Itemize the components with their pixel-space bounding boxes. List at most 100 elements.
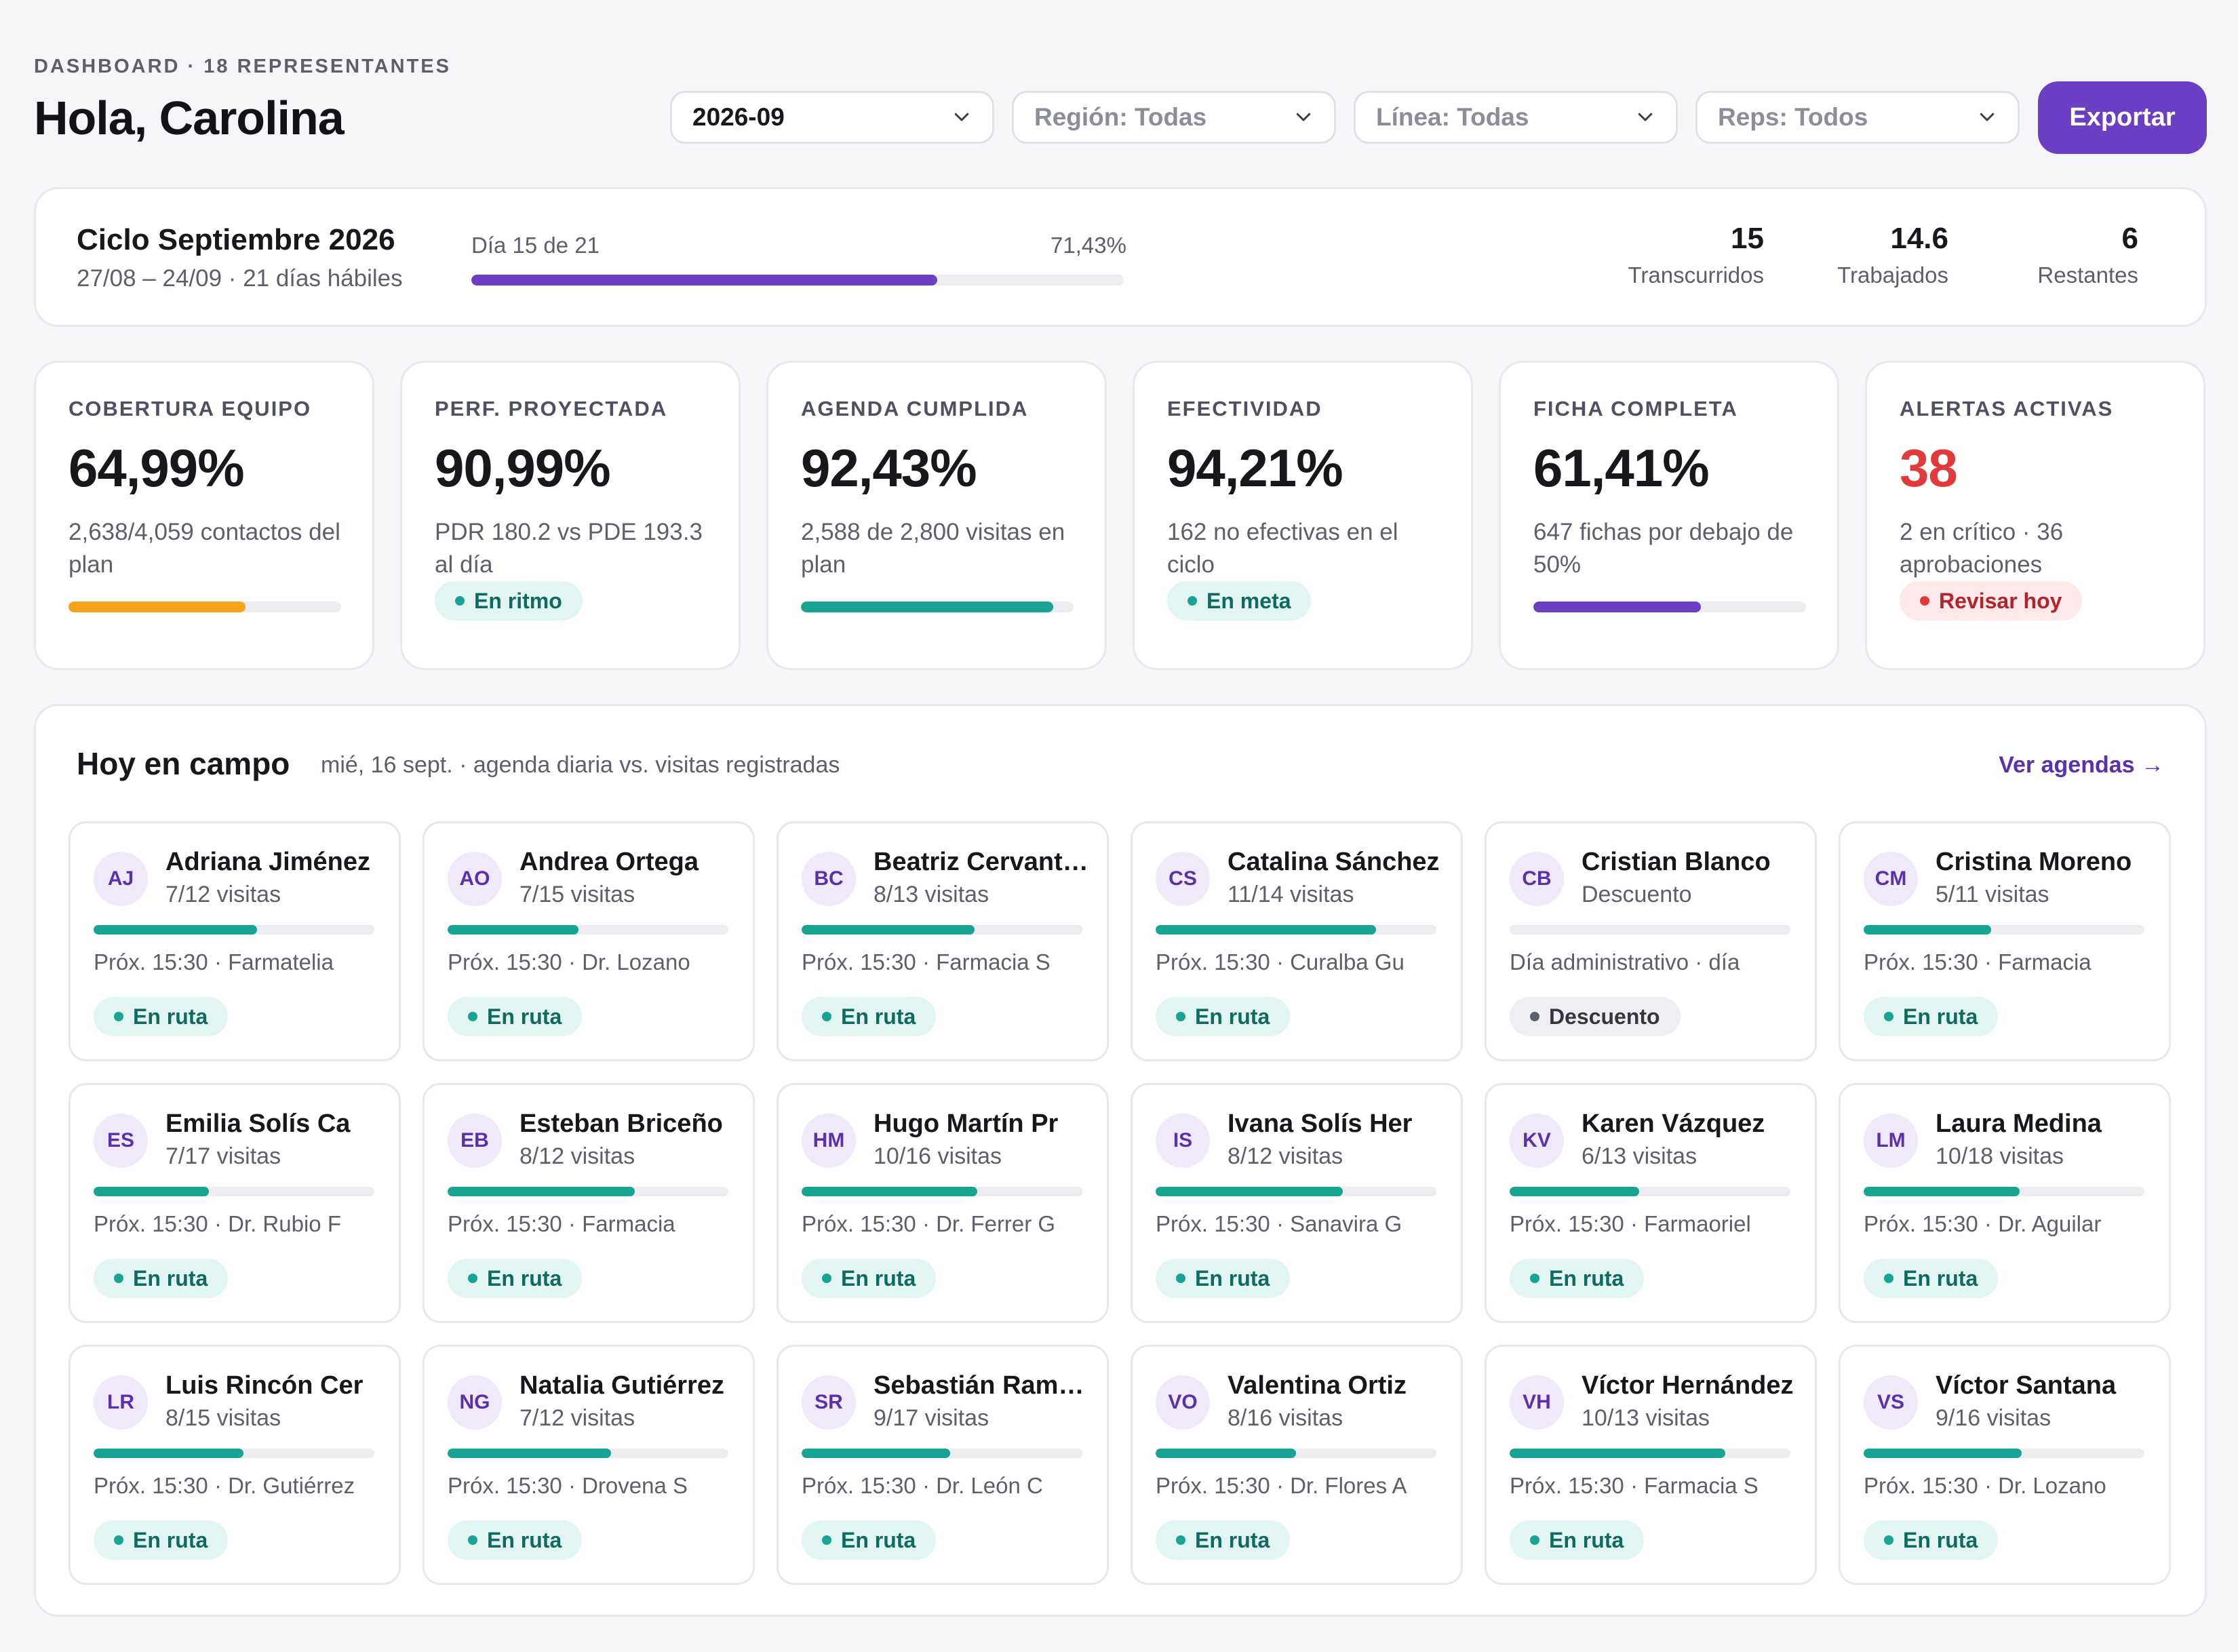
rep-card[interactable]: AO Andrea Ortega 7/15 visitas Próx. 15:30 ·… [423,821,755,1061]
status-dot-icon [822,1535,831,1545]
rep-card[interactable]: LR Luis Rincón Cer 8/15 visitas Próx. 15:30… [68,1345,401,1585]
avatar: IS [1156,1114,1210,1168]
rep-progress-bar [448,1449,728,1458]
export-button[interactable]: Exportar [2038,81,2207,154]
rep-name: Beatriz Cervantes [873,848,1091,876]
kpi-description: 2 en crítico · 36 aprobaciones [1900,519,2064,578]
cycle-day-label: Día 15 de 21 [471,233,600,258]
rep-status-text: En ruta [1549,1527,1624,1552]
kpi-card-effectiveness[interactable]: EFECTIVIDAD 94,21% 162 no efectivas en el … [1133,361,1473,670]
rep-card[interactable]: EB Esteban Briceño 8/12 visitas Próx. 15:30… [423,1083,755,1323]
stat-remaining-value: 6 [2121,222,2138,255]
rep-card[interactable]: AJ Adriana Jiménez 7/12 visitas Próx. 15:30… [68,821,401,1061]
rep-progress-bar [1864,925,2144,935]
kpi-progress-fill [68,602,246,612]
rep-visits: 5/11 visitas [1936,882,2049,907]
rep-progress-fill [802,925,975,935]
rep-card[interactable]: VO Valentina Ortiz 8/16 visitas Próx. 15:30… [1131,1345,1463,1585]
cycle-title: Ciclo Septiembre 2026 [77,223,395,256]
kpi-status-badge: En ritmo [435,581,583,621]
line-select[interactable]: Línea: Todas [1354,91,1678,144]
rep-next-visit: Próx. 15:30 · Dr. Flores A [1156,1473,1407,1498]
greeting-title: Hola, Carolina [34,92,345,144]
status-dot-icon [455,596,465,606]
avatar: VS [1864,1375,1918,1430]
rep-name: Catalina Sánchez [1228,848,1440,876]
kpi-value: 90,99% [435,438,611,498]
rep-name: Emilia Solís Ca [165,1109,351,1138]
rep-visits: 10/13 visitas [1582,1405,1710,1431]
rep-card[interactable]: KV Karen Vázquez 6/13 visitas Próx. 15:30 ·… [1485,1083,1817,1323]
stat-remaining-label: Restantes [2037,262,2138,288]
avatar: SR [802,1375,856,1430]
period-select[interactable]: 2026-09 [670,91,994,144]
rep-name: Valentina Ortiz [1228,1371,1407,1400]
kpi-value: 38 [1900,438,1958,498]
rep-visits: 8/12 visitas [1228,1143,1343,1169]
kpi-label: PERF. PROYECTADA [435,397,668,420]
rep-card[interactable]: CS Catalina Sánchez 11/14 visitas Próx. 15:… [1131,821,1463,1061]
rep-card[interactable]: LM Laura Medina 10/18 visitas Próx. 15:30 ·… [1839,1083,2171,1323]
rep-status-text: En ruta [133,1527,208,1552]
avatar: NG [448,1375,502,1430]
view-agendas-link[interactable]: Ver agendas → [1999,752,2164,778]
rep-card[interactable]: ES Emilia Solís Ca 7/17 visitas Próx. 15:30… [68,1083,401,1323]
avatar: KV [1510,1114,1564,1168]
rep-progress-bar [802,1187,1082,1196]
avatar: AO [448,852,502,906]
rep-progress-bar [448,1187,728,1196]
rep-card[interactable]: VS Víctor Santana 9/16 visitas Próx. 15:30 … [1839,1345,2171,1585]
rep-next-visit: Próx. 15:30 · Farmacia [448,1211,675,1236]
kpi-description: 2,638/4,059 contactos del plan [68,519,340,578]
rep-status-badge: En ruta [1864,1520,1999,1560]
rep-status-badge: En ruta [802,1520,937,1560]
status-dot-icon [1530,1535,1539,1545]
rep-status-text: En ruta [133,1265,208,1291]
kpi-description: 2,588 de 2,800 visitas en plan [801,519,1065,578]
region-select-value: Región: Todas [1034,103,1207,131]
rep-progress-fill [1510,1187,1640,1196]
filter-bar: 2026-09 Región: Todas Línea: Todas Reps:… [670,91,2020,145]
chevron-down-icon [954,113,969,121]
rep-name: Sebastián Ramírez [873,1371,1091,1400]
status-dot-icon [1530,1274,1539,1283]
kpi-progress-bar [1533,602,1806,612]
kpi-label: AGENDA CUMPLIDA [801,397,1029,420]
reps-select[interactable]: Reps: Todos [1695,91,2020,144]
region-select[interactable]: Región: Todas [1012,91,1336,144]
rep-progress-fill [94,925,258,935]
rep-visits: 8/15 visitas [165,1405,281,1431]
rep-status-text: En ruta [1195,1527,1270,1552]
avatar: CM [1864,852,1918,906]
rep-card[interactable]: SR Sebastián Ramírez 9/17 visitas Próx. 15:… [777,1345,1109,1585]
avatar: BC [802,852,856,906]
kpi-card-active-alerts[interactable]: ALERTAS ACTIVAS 38 2 en crítico · 36 aprob… [1865,361,2205,670]
rep-progress-fill [802,1187,977,1196]
rep-next-visit: Próx. 15:30 · Drovena S [448,1473,688,1498]
kpi-card-coverage[interactable]: COBERTURA EQUIPO 64,99% 2,638/4,059 contac… [34,361,374,670]
kpi-card-complete-file[interactable]: FICHA COMPLETA 61,41% 647 fichas por debaj… [1499,361,1839,670]
kpi-description: PDR 180.2 vs PDE 193.3 al día [435,519,703,578]
rep-card[interactable]: BC Beatriz Cervantes 8/13 visitas Próx. 15:… [777,821,1109,1061]
rep-card[interactable]: NG Natalia Gutiérrez 7/12 visitas Próx. 15:… [423,1345,755,1585]
kpi-card-projected-performance[interactable]: PERF. PROYECTADA 90,99% PDR 180.2 vs PDE 1… [400,361,741,670]
cycle-progress-bar [471,275,1124,286]
rep-card[interactable]: VH Víctor Hernández 10/13 visitas Próx. 15:… [1485,1345,1817,1585]
rep-visits: 10/16 visitas [873,1143,1002,1169]
rep-status-badge: En ruta [1864,1259,1999,1298]
rep-progress-fill [1156,1449,1296,1458]
rep-card[interactable]: CM Cristina Moreno 5/11 visitas Próx. 15:30… [1839,821,2171,1061]
rep-card[interactable]: HM Hugo Martín Pr 10/16 visitas Próx. 15:30… [777,1083,1109,1323]
kpi-card-agenda-completed[interactable]: AGENDA CUMPLIDA 92,43% 2,588 de 2,800 visi… [766,361,1107,670]
kpi-status-badge[interactable]: Revisar hoy [1900,581,2083,621]
rep-card[interactable]: CB Cristian Blanco Descuento Día administra… [1485,821,1817,1061]
rep-status-text: En ruta [1903,1527,1978,1552]
rep-progress-fill [1510,1449,1726,1458]
rep-card[interactable]: IS Ivana Solís Her 8/12 visitas Próx. 15:30… [1131,1083,1463,1323]
rep-status-badge: En ruta [94,997,229,1036]
rep-name: Laura Medina [1936,1109,2102,1138]
kpi-description: 647 fichas por debajo de 50% [1533,519,1794,578]
rep-progress-bar [94,1449,374,1458]
chevron-down-icon [1980,113,1995,121]
rep-status-badge: En ruta [802,997,937,1036]
